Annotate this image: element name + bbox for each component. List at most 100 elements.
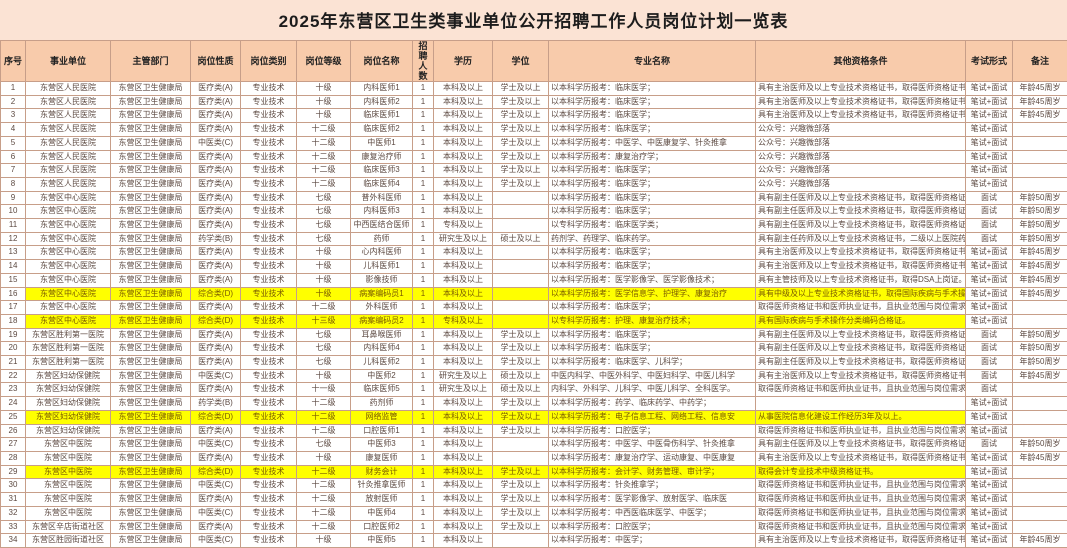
cell-recruit-count: 1 [413,314,434,328]
cell-position-nature: 医疗类(A) [191,301,241,315]
cell-education: 本科及以上 [434,397,493,411]
cell-other-qualifications: 具有主治医师及以上专业技术资格证书，取得医师资格证书 [756,246,966,260]
cell-institution: 东营区妇幼保健院 [26,383,111,397]
column-header-remarks: 备注 [1013,41,1067,82]
cell-department: 东营区卫生健康局 [111,438,191,452]
cell-index: 29 [1,465,26,479]
cell-department: 东营区卫生健康局 [111,109,191,123]
cell-remarks: 年龄45周岁 [1013,260,1067,274]
cell-department: 东营区卫生健康局 [111,82,191,96]
cell-remarks [1013,123,1067,137]
cell-department: 东营区卫生健康局 [111,95,191,109]
cell-index: 4 [1,123,26,137]
cell-remarks: 年龄50周岁 [1013,219,1067,233]
cell-education: 研究生及以上 [434,369,493,383]
cell-position-name: 口腔医师2 [351,520,413,534]
cell-position-nature: 医疗类(A) [191,164,241,178]
cell-other-qualifications: 具有主治医师及以上专业技术资格证书，取得医师资格证书 [756,451,966,465]
cell-exam-form: 笔试+面试 [966,465,1013,479]
cell-education: 本科及以上 [434,191,493,205]
cell-position-level: 十级 [297,95,351,109]
cell-other-qualifications: 取得会计专业技术中级资格证书。 [756,465,966,479]
cell-recruit-count: 1 [413,328,434,342]
cell-index: 17 [1,301,26,315]
cell-position-name: 临床医师3 [351,164,413,178]
column-header-exam-form: 考试形式 [966,41,1013,82]
cell-department: 东营区卫生健康局 [111,123,191,137]
cell-other-qualifications: 具有副主任医师及以上专业技术资格证书，取得医师资格证 [756,191,966,205]
cell-position-nature: 综合类(D) [191,314,241,328]
cell-degree [493,287,549,301]
cell-remarks: 年龄50周岁 [1013,342,1067,356]
cell-remarks: 年龄45周岁 [1013,273,1067,287]
cell-position-category: 专业技术 [241,164,297,178]
cell-exam-form: 面试 [966,383,1013,397]
cell-position-level: 十二级 [297,301,351,315]
cell-position-nature: 中医类(C) [191,479,241,493]
cell-recruit-count: 1 [413,465,434,479]
cell-position-category: 专业技术 [241,123,297,137]
cell-degree: 学士及以上 [493,164,549,178]
cell-degree [493,191,549,205]
cell-position-level: 七级 [297,356,351,370]
recruitment-plan-page: 2025年东营区卫生类事业单位公开招聘工作人员岗位计划一览表 序号事业单位主管部… [0,0,1067,500]
table-header: 序号事业单位主管部门岗位性质岗位类别岗位等级岗位名称招聘人数学历学位专业名称其他… [1,41,1067,82]
cell-index: 33 [1,520,26,534]
cell-position-level: 十二级 [297,136,351,150]
cell-index: 10 [1,205,26,219]
cell-position-name: 临床医师5 [351,383,413,397]
cell-recruit-count: 1 [413,109,434,123]
cell-degree: 硕士及以上 [493,232,549,246]
cell-degree [493,534,549,548]
cell-position-category: 专业技术 [241,451,297,465]
cell-remarks [1013,424,1067,438]
cell-remarks [1013,520,1067,534]
cell-position-level: 十级 [297,534,351,548]
cell-recruit-count: 1 [413,219,434,233]
cell-other-qualifications: 取得医师资格证书和医师执业证书，且执业范围与岗位需求 [756,424,966,438]
cell-recruit-count: 1 [413,232,434,246]
cell-index: 3 [1,109,26,123]
cell-recruit-count: 1 [413,534,434,548]
cell-position-level: 十级 [297,287,351,301]
cell-education: 专科及以上 [434,314,493,328]
column-header-department: 主管部门 [111,41,191,82]
cell-major: 以本科学历报考：针灸推拿学； [549,479,756,493]
cell-education: 本科及以上 [434,164,493,178]
cell-education: 本科及以上 [434,82,493,96]
cell-position-nature: 医疗类(A) [191,260,241,274]
cell-remarks [1013,150,1067,164]
cell-position-name: 口腔医师1 [351,424,413,438]
cell-index: 6 [1,150,26,164]
cell-position-name: 影像技师 [351,273,413,287]
cell-position-level: 十二级 [297,410,351,424]
cell-position-level: 十级 [297,369,351,383]
cell-index: 23 [1,383,26,397]
cell-position-nature: 医疗类(A) [191,424,241,438]
cell-index: 11 [1,219,26,233]
cell-position-nature: 医疗类(A) [191,219,241,233]
cell-position-category: 专业技术 [241,260,297,274]
cell-major: 以本科学历报考：临床医学； [549,301,756,315]
cell-remarks [1013,301,1067,315]
cell-position-name: 财务会计 [351,465,413,479]
cell-position-category: 专业技术 [241,534,297,548]
cell-remarks [1013,383,1067,397]
cell-recruit-count: 1 [413,82,434,96]
cell-exam-form: 笔试+面试 [966,479,1013,493]
